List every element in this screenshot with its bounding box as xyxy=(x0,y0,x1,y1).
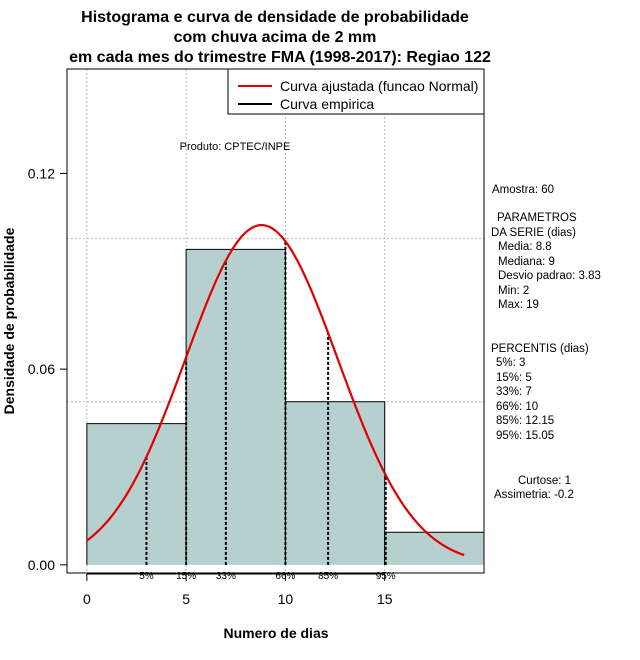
percentile-15: 15%: 5 xyxy=(496,372,532,384)
y-tick-label-0: 0.00 xyxy=(28,557,55,573)
percentile-label-0: 5% xyxy=(139,571,154,582)
param-max: Max: 19 xyxy=(498,299,539,311)
param-stddev: Desvio padrao: 3.83 xyxy=(498,270,601,282)
x-tick-label-1: 5 xyxy=(182,591,190,607)
percentile-85: 85%: 12.15 xyxy=(496,415,554,427)
product-annotation: Produto: CPTEC/INPE xyxy=(180,141,291,153)
normal-curve-layer xyxy=(86,223,465,557)
skewness: Assimetria: -0.2 xyxy=(494,489,574,501)
percentile-95: 95%: 15.05 xyxy=(496,430,554,442)
histogram-bar-0 xyxy=(86,423,187,565)
histogram-bar-2 xyxy=(285,401,385,565)
params-title-1: PARAMETROS xyxy=(497,212,577,224)
chart-title-line-3: em cada mes do trimestre FMA (1998-2017)… xyxy=(69,49,491,66)
sample-size: Amostra: 60 xyxy=(492,184,554,196)
y-tick-label-1: 0.06 xyxy=(28,361,55,377)
percentile-33: 33%: 7 xyxy=(496,386,532,398)
percentile-label-2: 33% xyxy=(216,571,236,582)
percentile-label-4: 85% xyxy=(318,571,338,582)
y-tick-label-2: 0.12 xyxy=(28,165,55,181)
kurtosis: Curtose: 1 xyxy=(518,475,571,487)
stats-panel: Amostra: 60 PARAMETROS DA SERIE (dias) M… xyxy=(491,184,601,501)
x-axis-label: Numero de dias xyxy=(223,625,328,641)
param-min: Min: 2 xyxy=(498,285,529,297)
x-tick-label-3: 15 xyxy=(377,591,393,607)
param-median: Mediana: 9 xyxy=(498,256,555,268)
percentile-label-5: 95% xyxy=(376,571,396,582)
percentile-5: 5%: 3 xyxy=(496,357,525,369)
legend-label-empirical: Curva empirica xyxy=(280,96,374,112)
param-mean: Media: 8.8 xyxy=(498,241,552,253)
chart-title-line-1: Histograma e curva de densidade de proba… xyxy=(81,9,469,26)
y-axis-label: Densidade de probabilidade xyxy=(1,227,17,414)
axes-layer: 0 5 10 15 0.00 0.06 0.12 xyxy=(28,165,393,607)
x-tick-label-0: 0 xyxy=(83,591,91,607)
legend-label-normal: Curva ajustada (funcao Normal) xyxy=(280,78,478,94)
percentile-66: 66%: 10 xyxy=(496,401,538,413)
histogram-bar-3 xyxy=(384,532,484,565)
legend-box xyxy=(227,68,485,115)
histogram-bar-1 xyxy=(186,249,286,565)
legend: Curva ajustada (funcao Normal) Curva emp… xyxy=(227,68,485,115)
params-title-2: DA SERIE (dias) xyxy=(491,227,576,239)
chart-title-line-2: com chuva acima de 2 mm xyxy=(174,29,377,46)
x-tick-label-2: 10 xyxy=(278,591,294,607)
percentiles-title: PERCENTIS (dias) xyxy=(491,343,589,355)
normal-curve xyxy=(86,223,465,557)
